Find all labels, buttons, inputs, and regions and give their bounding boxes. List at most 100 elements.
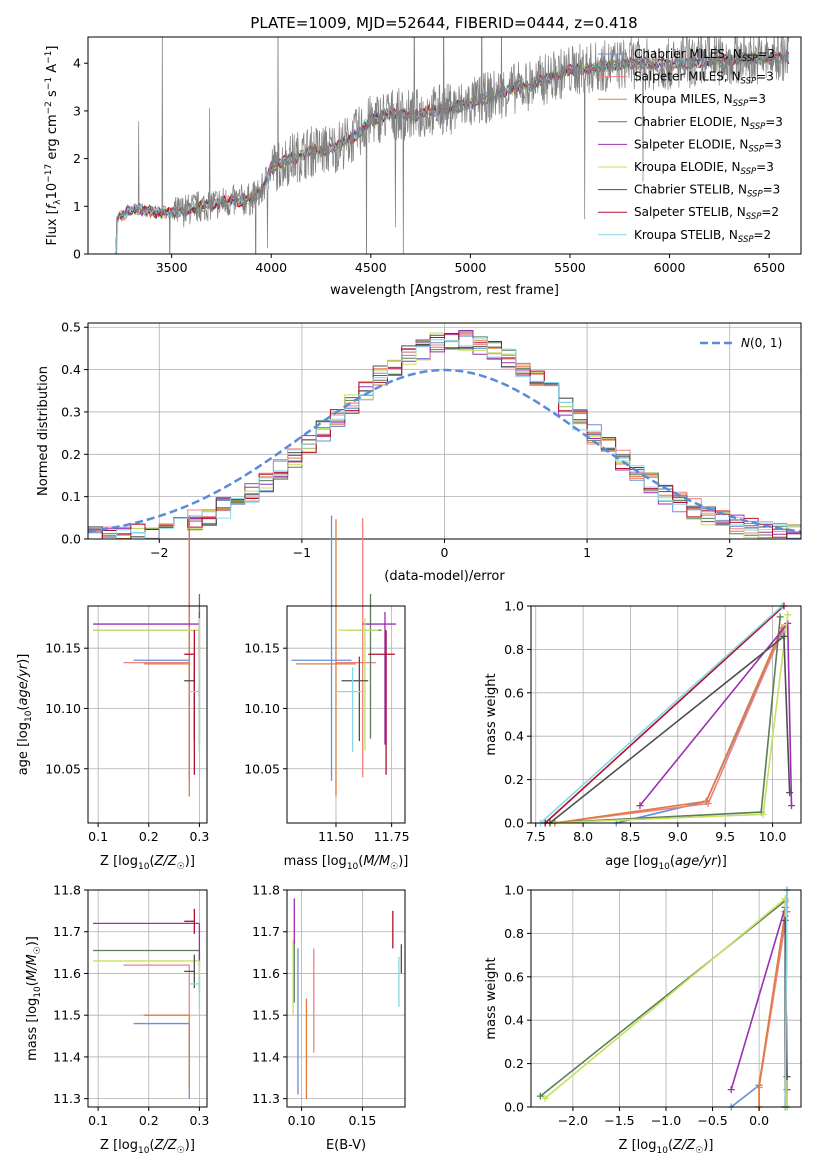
label-part: λ <box>53 199 63 205</box>
y-tick-label: 4 <box>73 56 81 71</box>
label-part: ] <box>45 46 60 51</box>
legend-sub: SSP <box>742 54 758 64</box>
mass_vs_Z-panel: 0.1 0.2 0.311.311.411.511.611.711.8Z [log1… <box>25 883 209 1157</box>
x-axis-label: (data-model)/error <box>384 569 505 584</box>
mass_vs_EBV-frame <box>286 889 406 1108</box>
y-tick-label: 11.7 <box>252 924 280 939</box>
x-tick-label: 0.10 <box>288 1113 316 1128</box>
legend-label-chabrier-elodie: Chabrier ELODIE, NSSP=3 <box>634 115 783 132</box>
y-tick-label: 10.05 <box>45 761 81 776</box>
histogram-kroupa-stelib <box>88 338 801 540</box>
label-part: s <box>45 90 60 101</box>
weight-point-kroupa-miles <box>755 1081 763 1089</box>
x-axis-label: wavelength [Angstrom, rest frame] <box>330 283 559 298</box>
weight-point-chabrier-stelib <box>780 632 788 640</box>
label-part: 10 <box>33 986 43 998</box>
label-part: E(B-V) <box>326 1138 366 1153</box>
legend-nssp: =2 <box>761 205 779 219</box>
label-part: Z [log <box>100 1138 138 1153</box>
x-tick-label: 4500 <box>355 260 387 275</box>
x-tick-label: 3500 <box>156 260 188 275</box>
y-tick-label: 0.0 <box>504 1100 524 1115</box>
label-part: −1 <box>44 51 54 64</box>
x-tick-label: 11.50 <box>318 829 354 844</box>
y-tick-label: 11.3 <box>252 1091 280 1106</box>
legend-label-salpeter-miles: Salpeter MILES, NSSP=3 <box>634 70 774 87</box>
legend-model: Chabrier ELODIE, N <box>634 115 750 129</box>
label-part: 10 <box>347 862 359 872</box>
legend-model: Chabrier MILES, N <box>634 47 742 61</box>
y-tick-label: 0.3 <box>61 404 81 419</box>
label-part: 10 <box>656 1146 668 1156</box>
y-tick-label: 11.6 <box>53 966 81 981</box>
y-tick-label: 11.3 <box>53 1091 81 1106</box>
label-part: ☉ <box>177 862 185 872</box>
label-part: −17 <box>44 164 54 183</box>
legend-model: Salpeter MILES, N <box>634 70 741 84</box>
weight_vs_age-frame <box>530 605 802 824</box>
y-tick-label: 0.2 <box>504 772 524 787</box>
legend-label-kroupa-miles: Kroupa MILES, NSSP=3 <box>634 92 766 109</box>
weight_vs_age-panel: 7.5 8.0 8.5 9.0 9.5 10.0 0.0 0.2 0.4 0.6 0.8 1.0 age… <box>484 599 802 872</box>
label-part: ☉ <box>695 1146 703 1156</box>
x-axis-label: E(B-V) <box>326 1138 366 1153</box>
legend-sub: SSP <box>750 122 766 132</box>
label-part: )] <box>398 854 408 869</box>
x-tick-label: 0.1 <box>88 829 108 844</box>
label-part: erg cm <box>45 114 60 163</box>
weight-point-kroupa-elodie <box>541 1094 549 1102</box>
label-part: A <box>45 64 60 77</box>
legend-nssp: =2 <box>754 228 772 242</box>
legend-sub: SSP <box>741 77 757 87</box>
weight-point-kroupa-elodie <box>784 611 792 619</box>
label-part: wavelength [Angstrom, rest frame] <box>330 283 559 298</box>
y-tick-label: 0.2 <box>61 447 81 462</box>
x-tick-label: 0 <box>441 545 449 560</box>
label-part: 10 <box>138 862 150 872</box>
x-tick-label: 9.0 <box>668 829 688 844</box>
age_vs_mass-frame <box>286 605 406 824</box>
legend-model: Salpeter ELODIE, N <box>634 137 748 151</box>
x-tick-label: 6500 <box>753 260 785 275</box>
weight_vs_Z-plot-area <box>536 886 791 1111</box>
label-part: mass [log <box>25 998 40 1061</box>
y-axis-label: mass [log10(M/M☉)] <box>25 936 43 1061</box>
age_vs_Z-frame <box>87 605 208 824</box>
label-part: age [log <box>16 722 31 775</box>
x-axis-label: Z [log10(Z/Z☉)] <box>619 1138 714 1156</box>
y-tick-label: 0.4 <box>504 1013 524 1028</box>
legend-sub: SSP <box>733 99 749 109</box>
x-tick-label: 8.0 <box>573 829 593 844</box>
x-tick-label: 9.5 <box>715 829 735 844</box>
legend-model: Salpeter STELIB, N <box>634 205 746 219</box>
label-part: 10 <box>138 1146 150 1156</box>
y-axis-label: mass weight <box>484 957 499 1039</box>
x-tick-label: 0.2 <box>139 1113 159 1128</box>
weight-line-kroupa-stelib <box>784 889 788 1108</box>
y-tick-label: 0.0 <box>504 816 524 831</box>
label-part: Z [log <box>619 1138 657 1153</box>
legend-label-chabrier-stelib: Chabrier STELIB, NSSP=3 <box>634 183 780 200</box>
x-axis-label: mass [log10(M/M☉)] <box>284 854 409 872</box>
y-tick-label: 0.0 <box>61 532 81 547</box>
x-tick-label: 7.5 <box>526 829 546 844</box>
label-part: )] <box>703 1138 713 1153</box>
label-part: Flux [ <box>45 209 60 245</box>
label-part: )] <box>717 854 727 869</box>
x-tick-label: −0.5 <box>697 1113 727 1128</box>
legend-label-chabrier-miles: Chabrier MILES, NSSP=3 <box>634 47 775 64</box>
residuals-panel: −2 −1 0 1 2 0.0 0.1 0.2 0.3 0.4 0.5 (data-model)/er… <box>36 320 802 584</box>
legend-nssp: =3 <box>763 183 781 197</box>
weight-point-kroupa-miles <box>702 797 710 805</box>
y-tick-label: 0.5 <box>61 320 81 335</box>
y-tick-label: 11.6 <box>252 966 280 981</box>
weight_vs_Z-panel: −2.0 −1.5 −1.0 −0.5 0.0 0.0 0.2 0.4 0.6 0.8 1.0 Z [… <box>484 883 802 1156</box>
weight-line-kroupa-stelib <box>539 605 783 824</box>
legend-nssp: =3 <box>748 92 766 106</box>
label-part: M/M <box>25 954 40 981</box>
x-axis-label: Z [log10(Z/Z☉)] <box>100 1138 195 1156</box>
y-tick-label: 3 <box>73 103 81 118</box>
y-tick-label: 11.4 <box>53 1049 81 1064</box>
